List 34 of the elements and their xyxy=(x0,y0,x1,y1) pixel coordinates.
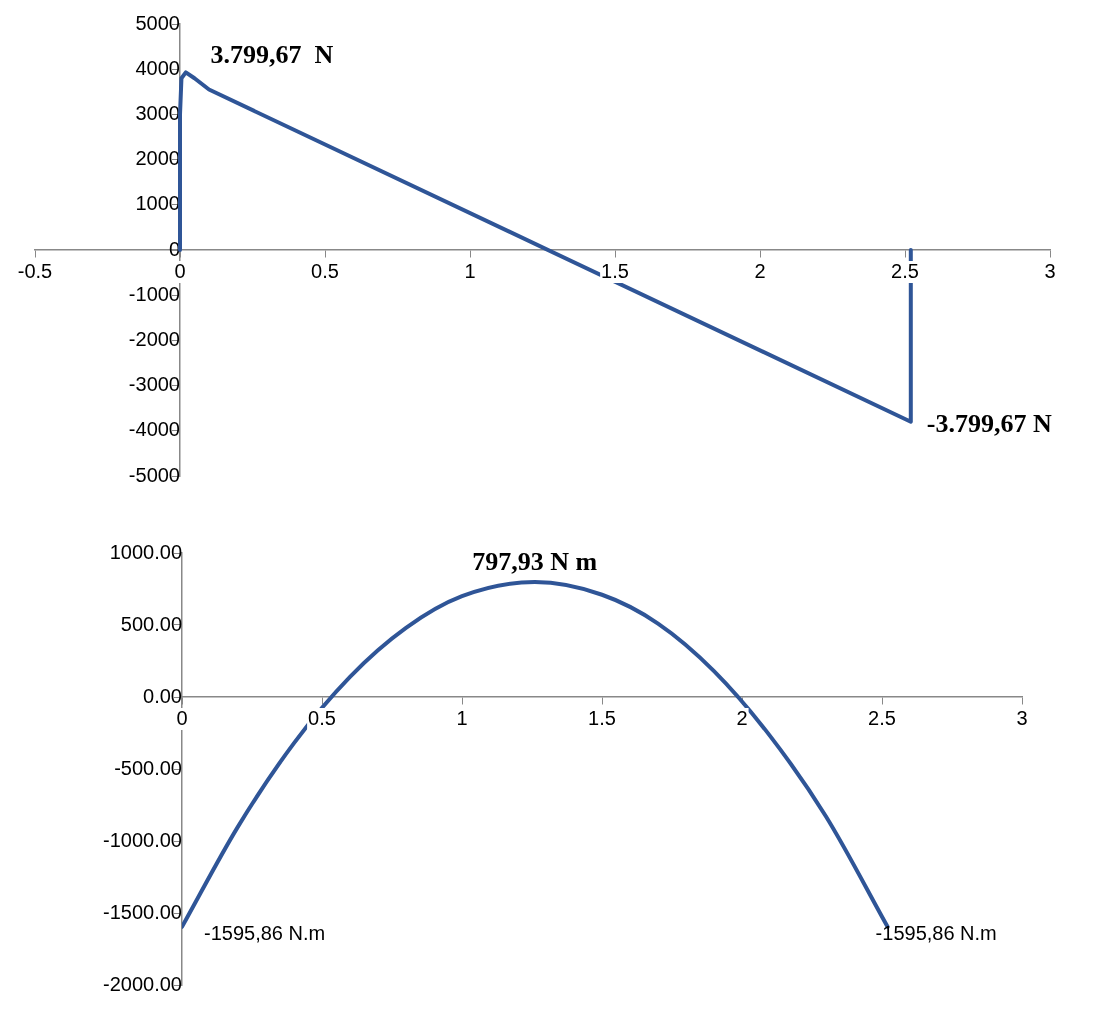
x-tick-label: 0.5 xyxy=(311,259,339,282)
y-tick-label: 4000 xyxy=(135,56,180,79)
y-tick-label: -3000 xyxy=(128,373,180,396)
y-tick-label: -500.00 xyxy=(114,756,182,779)
x-tick-label: 2 xyxy=(754,259,766,282)
y-tick-label: -2000.00 xyxy=(103,972,182,995)
y-tick-label: -5000 xyxy=(128,463,180,486)
x-tick-label: -0.5 xyxy=(17,259,53,282)
y-tick-label: -1000.00 xyxy=(103,828,182,851)
annotation: 797,93 N m xyxy=(472,546,598,576)
y-tick-label: 2000 xyxy=(135,147,180,170)
y-tick-label: 1000.00 xyxy=(109,540,182,563)
x-tick-label: 1 xyxy=(464,259,476,282)
x-tick-label: 1.5 xyxy=(601,259,629,282)
x-tick-label: 0.5 xyxy=(308,706,336,729)
annotation: -1595,86 N.m xyxy=(875,922,997,945)
y-tick-label: 500.00 xyxy=(120,612,182,635)
x-tick-label: 3 xyxy=(1044,259,1056,282)
x-tick-label: 2.5 xyxy=(868,706,896,729)
x-tick-label: 3 xyxy=(1016,706,1028,729)
y-tick-label: 1000 xyxy=(135,192,180,215)
x-tick-label: 2 xyxy=(736,706,748,729)
y-tick-label: -1000 xyxy=(128,282,180,305)
x-tick-label: 2.5 xyxy=(891,259,919,282)
x-tick-label: 1 xyxy=(456,706,468,729)
annotation: -1595,86 N.m xyxy=(204,922,326,945)
annotation: -3.799,67 N xyxy=(926,409,1052,439)
y-tick-label: 0.00 xyxy=(143,684,182,707)
x-tick-label: 1.5 xyxy=(588,706,616,729)
y-tick-label: -4000 xyxy=(128,418,180,441)
y-tick-label: 5000 xyxy=(135,11,180,34)
y-tick-label: -1500.00 xyxy=(103,900,182,923)
y-tick-label: -2000 xyxy=(128,327,180,350)
annotation: 3.799,67 N xyxy=(210,39,334,69)
